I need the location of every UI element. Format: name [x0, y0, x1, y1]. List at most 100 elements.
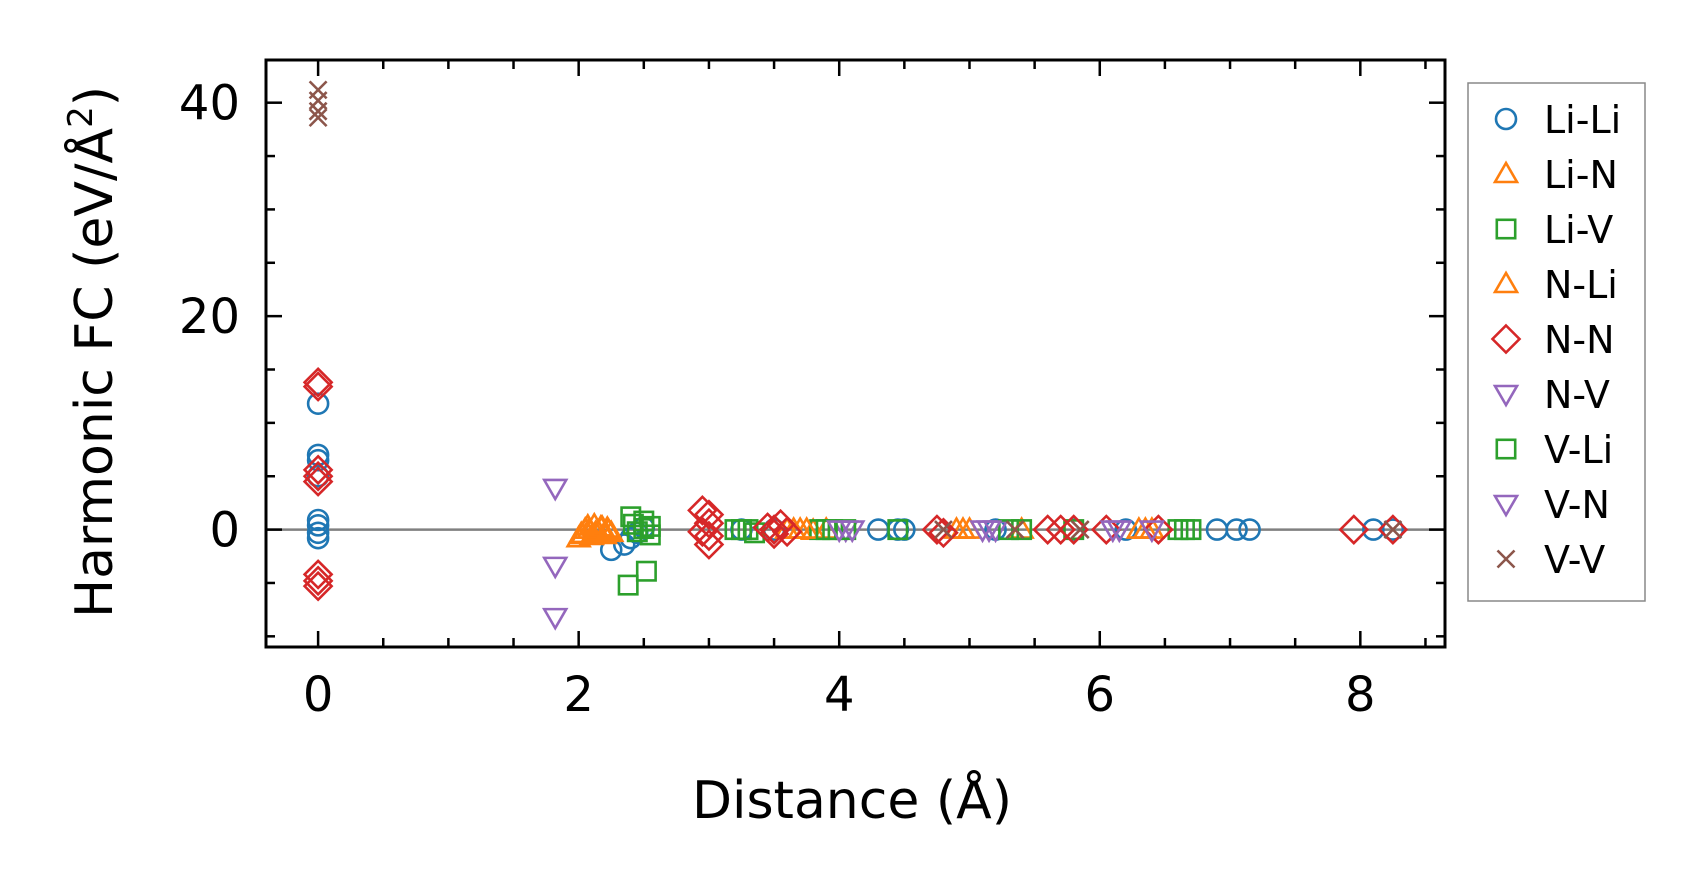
data-point [595, 517, 622, 540]
legend-marker [1495, 438, 1517, 460]
data-point [639, 515, 661, 537]
data-point [1143, 514, 1174, 545]
data-point [308, 108, 328, 128]
data-point [1383, 520, 1403, 540]
data-point [771, 516, 803, 548]
data-point [1106, 520, 1133, 544]
x-tick-label: 0 [303, 667, 334, 723]
data-point [302, 565, 334, 597]
data-point [302, 366, 334, 398]
data-point [1138, 520, 1166, 544]
legend-label: Li-N [1544, 153, 1618, 197]
data-point [825, 520, 853, 544]
x-axis-label: Distance (Å) [692, 769, 1012, 831]
data-point [302, 454, 334, 486]
data-marks [266, 80, 1445, 631]
legend-entry: Li-N [1492, 153, 1618, 197]
data-point [1114, 518, 1138, 541]
legend-label: Li-Li [1544, 98, 1621, 142]
legend-marker [1492, 270, 1520, 294]
y-tick-label: 0 [209, 503, 240, 559]
legend-entry: N-Li [1492, 263, 1618, 307]
data-point [1225, 518, 1248, 541]
data-point [1063, 519, 1085, 541]
data-point [306, 526, 330, 550]
data-point [626, 521, 648, 543]
series-v-v [308, 80, 1403, 540]
data-point [949, 516, 977, 539]
legend-marker [1492, 160, 1520, 184]
data-point [921, 514, 953, 545]
data-point [731, 519, 753, 541]
data-point [975, 520, 1003, 544]
axes: 0 2 4 6 8 0 20 40 [179, 58, 1447, 723]
data-point [1377, 514, 1409, 545]
data-point [1032, 514, 1063, 545]
data-point [541, 478, 569, 502]
legend-marker [1496, 549, 1516, 569]
data-point [758, 518, 790, 550]
data-point [302, 466, 334, 497]
data-point [928, 517, 959, 549]
x-tick-label: 4 [824, 667, 855, 723]
data-point [306, 448, 330, 472]
data-point [934, 520, 953, 540]
data-point [1238, 518, 1261, 541]
x-tick-label: 8 [1345, 667, 1376, 723]
data-point [1005, 520, 1025, 540]
legend-marker [1490, 323, 1522, 355]
legend-box [1467, 82, 1646, 602]
series-n-n [302, 366, 1409, 602]
y-axis-label-main: Harmonic FC (eV/Å [63, 127, 125, 618]
data-point [306, 514, 330, 537]
data-point [302, 559, 334, 590]
data-point [887, 519, 909, 541]
data-point [306, 392, 330, 415]
data-point [617, 574, 639, 596]
data-point [541, 607, 569, 631]
data-point [588, 513, 616, 537]
data-point [1381, 518, 1405, 541]
data-point [1338, 514, 1370, 545]
data-point [758, 514, 790, 545]
legend-label: V-V [1544, 538, 1605, 582]
data-point [1090, 514, 1122, 545]
data-point [633, 518, 655, 540]
data-point [1011, 519, 1033, 541]
data-point [306, 443, 330, 467]
legend-marker [1495, 218, 1517, 240]
legend-label: V-Li [1544, 428, 1613, 472]
data-point [308, 101, 328, 121]
legend-entry: N-N [1490, 318, 1615, 362]
data-point [1058, 514, 1090, 545]
data-point [693, 520, 725, 552]
y-axis-label: Harmonic FC (eV/Å2) [61, 86, 125, 618]
x-tick-label: 6 [1084, 667, 1115, 723]
data-point [687, 495, 718, 526]
data-point [693, 507, 725, 539]
legend: Li-Li Li-N Li-V N-Li N-N N-V V-Li V-N V-V [1467, 82, 1646, 602]
legend-entry: V-N [1492, 483, 1610, 527]
data-point [998, 519, 1020, 541]
y-axis-label-close: ) [65, 86, 125, 106]
legend-entry: Li-V [1495, 208, 1613, 252]
data-point [302, 570, 334, 602]
legend-entry: Li-Li [1494, 98, 1621, 142]
data-point [838, 520, 866, 544]
legend-label: Li-V [1544, 208, 1613, 252]
data-point [793, 516, 820, 539]
legend-marker [1492, 384, 1520, 408]
data-point [635, 560, 657, 582]
data-point [693, 529, 725, 560]
data-point [541, 556, 569, 580]
data-point [1070, 520, 1090, 540]
legend-entry: N-V [1492, 373, 1610, 417]
data-point [302, 460, 334, 492]
data-point [687, 516, 718, 548]
plot-frame [264, 58, 1447, 649]
data-point [1045, 514, 1077, 545]
x-tick-label: 2 [563, 667, 594, 723]
data-point [1173, 519, 1195, 541]
legend-label: N-N [1544, 318, 1615, 362]
